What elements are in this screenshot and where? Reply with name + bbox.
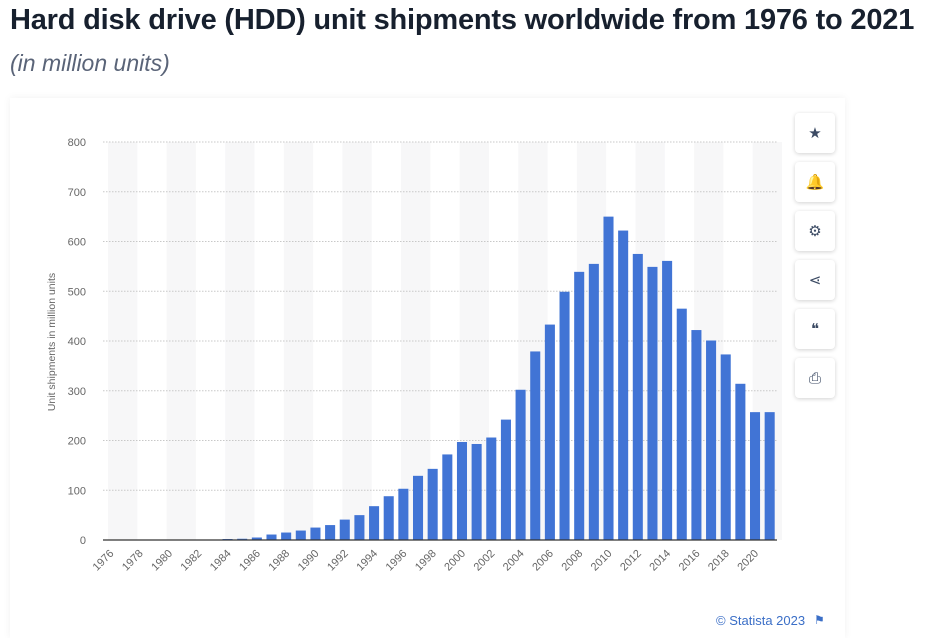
x-tick-label: 2018 bbox=[706, 548, 732, 574]
bell-icon: 🔔 bbox=[806, 173, 825, 191]
bar-2000 bbox=[457, 442, 467, 540]
x-tick-label: 2014 bbox=[647, 548, 673, 574]
x-tick-label: 2020 bbox=[735, 548, 761, 574]
bar-2020 bbox=[750, 412, 760, 540]
flag-icon[interactable]: ⚑ bbox=[814, 613, 825, 627]
x-tick-label: 2008 bbox=[560, 548, 586, 574]
gear-icon: ⚙ bbox=[808, 222, 821, 240]
bar-1995 bbox=[384, 496, 394, 540]
y-tick-label: 0 bbox=[80, 535, 86, 547]
bar-1988 bbox=[281, 533, 291, 540]
x-tick-label: 2002 bbox=[472, 548, 498, 574]
bar-1990 bbox=[310, 528, 320, 540]
x-tick-label: 1978 bbox=[120, 548, 146, 574]
bar-2008 bbox=[574, 272, 584, 540]
x-tick-label: 1984 bbox=[208, 548, 234, 574]
star-button[interactable]: ★ bbox=[795, 113, 835, 153]
bar-1997 bbox=[413, 476, 423, 540]
bar-2002 bbox=[486, 438, 496, 540]
x-tick-label: 1982 bbox=[179, 548, 205, 574]
bar-2013 bbox=[647, 267, 657, 540]
bar-2018 bbox=[721, 354, 731, 540]
bar-1998 bbox=[428, 469, 438, 540]
x-tick-label: 1994 bbox=[354, 548, 380, 574]
x-tick-label: 1992 bbox=[325, 548, 351, 574]
bar-1991 bbox=[325, 525, 335, 540]
share-icon: ⋖ bbox=[809, 271, 822, 289]
x-tick-label: 2012 bbox=[618, 548, 644, 574]
y-axis-label: Unit shipments in million units bbox=[46, 273, 58, 411]
bar-1992 bbox=[340, 520, 350, 540]
bar-2011 bbox=[618, 231, 628, 540]
bar-2006 bbox=[545, 325, 555, 540]
x-tick-label: 1996 bbox=[384, 548, 410, 574]
bar-2019 bbox=[735, 384, 745, 540]
x-tick-label: 1990 bbox=[296, 548, 322, 574]
bar-1999 bbox=[442, 454, 452, 540]
bar-1993 bbox=[354, 515, 364, 540]
print-icon: ⎙ bbox=[809, 370, 821, 387]
y-tick-label: 500 bbox=[68, 286, 86, 298]
share-button[interactable]: ⋖ bbox=[795, 260, 835, 300]
y-tick-label: 100 bbox=[68, 485, 86, 497]
bar-2004 bbox=[516, 390, 526, 540]
x-tick-label: 1986 bbox=[237, 548, 263, 574]
bar-2003 bbox=[501, 420, 511, 540]
print-button[interactable]: ⎙ bbox=[795, 358, 835, 398]
x-tick-label: 1998 bbox=[413, 548, 439, 574]
statista-credit-link[interactable]: © Statista 2023 bbox=[716, 613, 805, 628]
x-tick-label: 1988 bbox=[266, 548, 292, 574]
bar-2005 bbox=[530, 351, 540, 540]
x-tick-label: 2000 bbox=[442, 548, 468, 574]
bar-2007 bbox=[560, 292, 570, 540]
bar-2014 bbox=[662, 261, 672, 540]
gear-button[interactable]: ⚙ bbox=[795, 211, 835, 251]
y-tick-label: 800 bbox=[68, 137, 86, 149]
y-tick-label: 700 bbox=[68, 187, 86, 199]
bar-1996 bbox=[398, 489, 408, 540]
y-tick-label: 600 bbox=[68, 237, 86, 249]
bar-2012 bbox=[633, 254, 643, 540]
bar-2009 bbox=[589, 264, 599, 540]
y-tick-label: 300 bbox=[68, 386, 86, 398]
quote-icon: ❝ bbox=[811, 320, 819, 338]
x-tick-label: 1976 bbox=[91, 548, 117, 574]
bar-2010 bbox=[603, 217, 613, 540]
x-tick-label: 1980 bbox=[149, 548, 175, 574]
x-tick-label: 2010 bbox=[589, 548, 615, 574]
star-icon: ★ bbox=[808, 124, 821, 142]
y-tick-label: 400 bbox=[68, 336, 86, 348]
x-tick-label: 2004 bbox=[501, 548, 527, 574]
x-tick-label: 2006 bbox=[530, 548, 556, 574]
y-tick-label: 200 bbox=[68, 436, 86, 448]
bell-button[interactable]: 🔔 bbox=[795, 162, 835, 202]
quote-button[interactable]: ❝ bbox=[795, 309, 835, 349]
bar-2015 bbox=[677, 309, 687, 540]
bar-2001 bbox=[472, 444, 482, 540]
bar-2016 bbox=[691, 330, 701, 540]
bar-1989 bbox=[296, 531, 306, 540]
bar-1994 bbox=[369, 506, 379, 540]
x-tick-label: 2016 bbox=[677, 548, 703, 574]
bar-1987 bbox=[266, 535, 276, 540]
bar-2017 bbox=[706, 341, 716, 540]
bar-2021 bbox=[765, 412, 775, 540]
